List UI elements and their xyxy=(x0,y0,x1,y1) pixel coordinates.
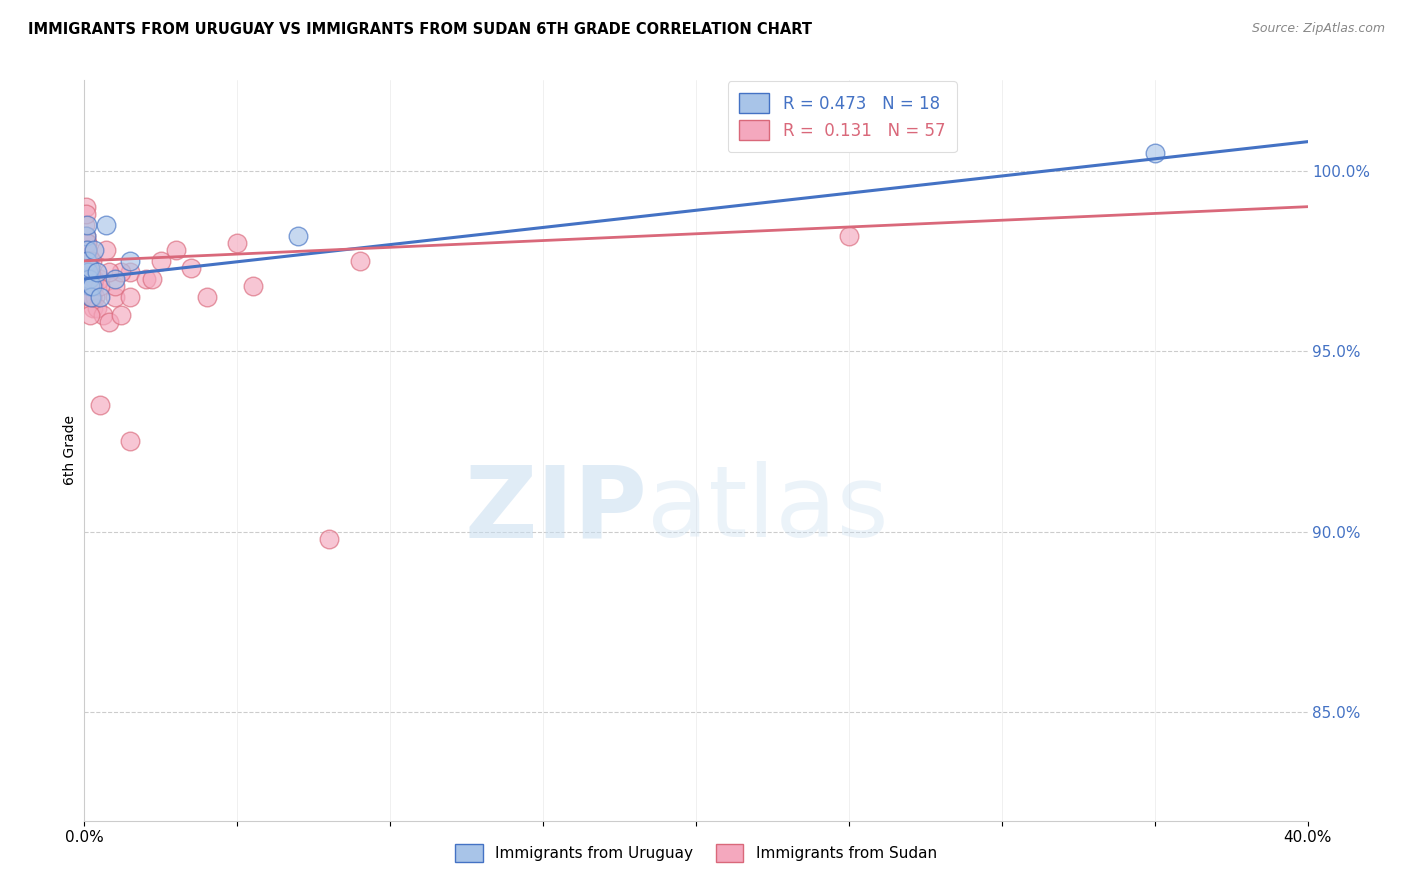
Point xyxy=(120,265,142,279)
Point xyxy=(76,218,98,232)
Point xyxy=(94,243,117,257)
Point xyxy=(104,272,127,286)
Point xyxy=(75,228,97,243)
Point xyxy=(89,279,111,293)
Point xyxy=(76,272,98,286)
Point xyxy=(104,290,127,304)
Point xyxy=(110,308,132,322)
Point xyxy=(77,272,100,286)
Point xyxy=(86,301,108,315)
Text: atlas: atlas xyxy=(647,461,889,558)
Point xyxy=(318,532,340,546)
Point xyxy=(76,265,98,279)
Point xyxy=(104,279,127,293)
Point xyxy=(77,253,100,268)
Point xyxy=(79,290,101,304)
Point xyxy=(141,272,163,286)
Point xyxy=(91,308,114,322)
Point xyxy=(75,228,97,243)
Point xyxy=(76,235,98,250)
Point xyxy=(77,272,100,286)
Point xyxy=(75,253,97,268)
Point xyxy=(195,290,218,304)
Point xyxy=(79,279,101,293)
Text: ZIP: ZIP xyxy=(464,461,647,558)
Point xyxy=(83,272,105,286)
Point xyxy=(76,243,98,257)
Point xyxy=(76,243,98,257)
Point xyxy=(120,434,142,449)
Point xyxy=(79,261,101,276)
Point xyxy=(80,279,103,293)
Point xyxy=(77,279,100,293)
Point xyxy=(76,243,98,257)
Point xyxy=(75,200,97,214)
Point xyxy=(83,243,105,257)
Point xyxy=(80,290,103,304)
Point xyxy=(76,253,98,268)
Point xyxy=(77,279,100,293)
Point xyxy=(89,290,111,304)
Point xyxy=(80,253,103,268)
Point xyxy=(180,261,202,276)
Point xyxy=(79,272,101,286)
Point xyxy=(83,279,105,293)
Point xyxy=(82,301,104,315)
Point xyxy=(349,253,371,268)
Point xyxy=(1143,145,1166,160)
Point xyxy=(84,290,107,304)
Point xyxy=(79,308,101,322)
Legend: Immigrants from Uruguay, Immigrants from Sudan: Immigrants from Uruguay, Immigrants from… xyxy=(449,838,943,869)
Point xyxy=(110,265,132,279)
Y-axis label: 6th Grade: 6th Grade xyxy=(63,416,77,485)
Point xyxy=(149,253,172,268)
Point xyxy=(75,235,97,250)
Point xyxy=(135,272,157,286)
Point xyxy=(97,265,120,279)
Point xyxy=(120,253,142,268)
Point xyxy=(838,228,860,243)
Point xyxy=(89,272,111,286)
Point xyxy=(76,235,98,250)
Point xyxy=(86,265,108,279)
Point xyxy=(76,253,98,268)
Point xyxy=(287,228,309,243)
Point xyxy=(120,290,142,304)
Point xyxy=(94,218,117,232)
Point xyxy=(79,265,101,279)
Point xyxy=(226,235,249,250)
Point xyxy=(77,272,100,286)
Point xyxy=(165,243,187,257)
Point xyxy=(89,398,111,412)
Point xyxy=(77,261,100,276)
Point xyxy=(77,253,100,268)
Point xyxy=(75,218,97,232)
Point xyxy=(76,265,98,279)
Text: Source: ZipAtlas.com: Source: ZipAtlas.com xyxy=(1251,22,1385,36)
Point xyxy=(76,253,98,268)
Point xyxy=(80,290,103,304)
Point xyxy=(97,315,120,329)
Point xyxy=(80,290,103,304)
Text: IMMIGRANTS FROM URUGUAY VS IMMIGRANTS FROM SUDAN 6TH GRADE CORRELATION CHART: IMMIGRANTS FROM URUGUAY VS IMMIGRANTS FR… xyxy=(28,22,813,37)
Point xyxy=(75,207,97,221)
Point xyxy=(79,279,101,293)
Point xyxy=(242,279,264,293)
Point xyxy=(77,265,100,279)
